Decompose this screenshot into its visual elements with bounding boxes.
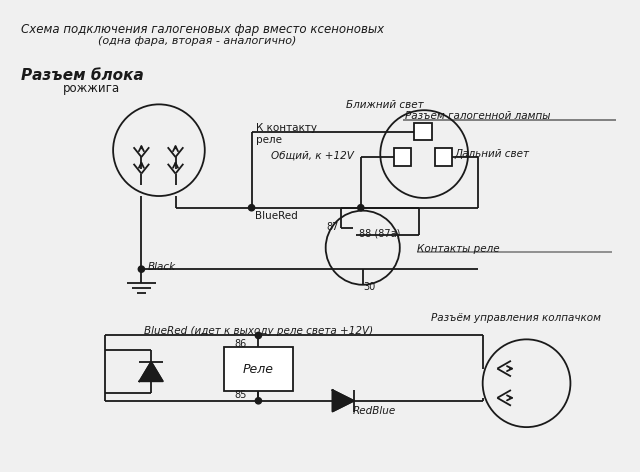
Text: Ближний свет: Ближний свет [346, 101, 424, 110]
Text: RedBlue: RedBlue [353, 405, 396, 416]
Text: BlueRed: BlueRed [255, 211, 298, 220]
Text: Схема подключения галогеновых фар вместо ксеноновых: Схема подключения галогеновых фар вместо… [22, 24, 385, 36]
Text: Контакты реле: Контакты реле [417, 244, 500, 254]
Text: К контакту: К контакту [257, 123, 317, 133]
Polygon shape [333, 390, 354, 412]
Circle shape [255, 398, 262, 404]
Text: 30: 30 [364, 282, 376, 292]
Text: Black: Black [148, 262, 177, 272]
Bar [224, 347, 292, 391]
Circle shape [358, 204, 364, 211]
Text: Общий, к +12V: Общий, к +12V [271, 150, 354, 160]
Text: 86: 86 [234, 339, 246, 349]
Bar [415, 123, 432, 141]
Text: Разъем блока: Разъем блока [22, 68, 144, 83]
Text: 87: 87 [326, 222, 339, 232]
Polygon shape [140, 362, 163, 381]
Text: Дальний свет: Дальний свет [454, 149, 529, 159]
Text: Реле: Реле [243, 362, 274, 376]
Text: (одна фара, вторая - аналогично): (одна фара, вторая - аналогично) [97, 36, 296, 46]
Text: реле: реле [257, 135, 282, 144]
Text: 88 (87а): 88 (87а) [359, 228, 400, 238]
Text: Разъём управления колпачком: Разъём управления колпачком [431, 313, 601, 323]
Circle shape [138, 266, 145, 272]
Bar [435, 148, 452, 166]
Circle shape [248, 204, 255, 211]
Bar [394, 148, 412, 166]
Text: BlueRed (идет к выходу реле света +12V): BlueRed (идет к выходу реле света +12V) [144, 326, 373, 336]
Text: Разъём галогенной лампы: Разъём галогенной лампы [404, 111, 550, 121]
Text: 85: 85 [234, 390, 246, 400]
Text: рожжига: рожжига [63, 82, 120, 95]
Circle shape [255, 332, 262, 338]
